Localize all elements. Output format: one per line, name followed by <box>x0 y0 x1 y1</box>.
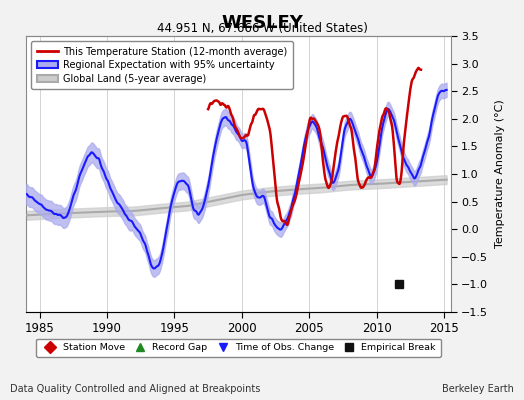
Text: WESLEY: WESLEY <box>221 14 303 32</box>
Text: 44.951 N, 67.666 W (United States): 44.951 N, 67.666 W (United States) <box>157 22 367 35</box>
Text: Berkeley Earth: Berkeley Earth <box>442 384 514 394</box>
Y-axis label: Temperature Anomaly (°C): Temperature Anomaly (°C) <box>495 100 505 248</box>
Text: Data Quality Controlled and Aligned at Breakpoints: Data Quality Controlled and Aligned at B… <box>10 384 261 394</box>
Legend: Station Move, Record Gap, Time of Obs. Change, Empirical Break: Station Move, Record Gap, Time of Obs. C… <box>36 338 441 357</box>
